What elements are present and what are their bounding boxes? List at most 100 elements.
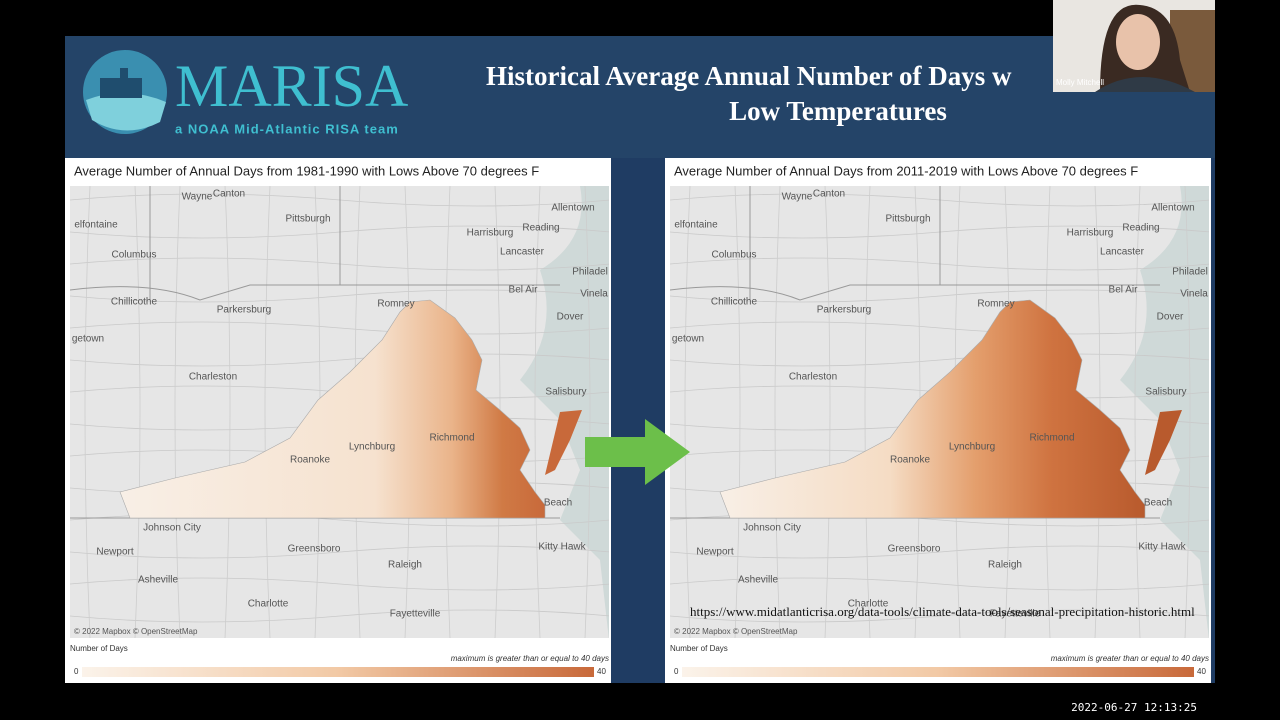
city-label: Asheville [738,575,778,586]
map: Wayne Canton Pittsburgh Allentown Reading Har… [70,186,609,638]
virginia [119,299,546,519]
city-label: Lancaster [500,247,545,258]
legend-note: maximum is greater than or equal to 40 d… [1051,654,1209,663]
legend-bar [82,667,594,677]
legend-title: Number of Days [70,644,128,653]
city-label: Reading [522,223,559,234]
eastern-shore [1145,410,1182,475]
city-label: Allentown [1151,203,1194,214]
county-lines [84,186,91,638]
city-label: Bel Air [1109,285,1139,296]
city-label: Philadel [1172,267,1208,278]
county-lines [1184,186,1191,638]
map: Wayne Canton Pittsburgh Allentown Reading Har… [670,186,1209,638]
county-lines [70,577,609,591]
person-face [1116,14,1160,70]
slide-title: Low Temperatures [729,96,947,126]
county-lines [70,545,609,559]
city-label: Charlotte [848,599,889,610]
map-panel: Average Number of Annual Days from 1981-… [65,158,611,683]
legend-min: 0 [674,667,679,676]
city-label: Canton [813,189,845,200]
city-label: Charleston [189,372,237,383]
county-lines [670,609,1209,623]
legend-bar [682,667,1194,677]
county-lines [70,353,609,367]
city-label: Salisbury [1145,387,1186,398]
logo: MARISA a NOAA Mid-Atlantic RISA team [83,50,408,136]
city-label: Johnson City [143,523,201,534]
county-lines [670,289,1209,303]
county-lines [670,321,1209,335]
city-label: Fayetteville [990,609,1041,620]
city-label: Vinela [1180,289,1208,300]
city-label: Harrisburg [467,228,514,239]
legend-min: 0 [74,667,79,676]
city-label: Chillicothe [711,297,758,308]
county-lines [264,186,271,638]
city-label: Richmond [429,433,474,444]
city-label: Columbus [111,250,156,261]
legend-max: 40 [1197,667,1206,676]
county-lines [224,186,231,638]
city-label: Raleigh [388,560,422,571]
timestamp: 2022-06-27 12:13:25 [1071,701,1197,714]
county-lines [734,186,741,638]
county-lines [670,577,1209,591]
legend-title: Number of Days [670,644,728,653]
city-label: Harrisburg [1067,228,1114,239]
logo-tagline: a NOAA Mid-Atlantic RISA team [175,121,399,136]
slide-title: Historical Average Annual Number of Days… [486,61,1012,91]
city-label: Charleston [789,372,837,383]
logo-shape [100,68,142,98]
state-border [670,186,1160,519]
city-label: Salisbury [545,387,586,398]
person-body [1095,77,1195,92]
city-label: getown [672,334,704,345]
city-label: Dover [1157,312,1184,323]
city-label: Newport [696,547,733,558]
city-label: Lancaster [1100,247,1145,258]
webcam: Molly Mitchell [1053,0,1215,92]
legend-note: maximum is greater than or equal to 40 d… [451,654,609,663]
map-panel: Average Number of Annual Days from 2011-… [665,158,1211,683]
logo-name: MARISA [175,53,408,119]
state-border [70,186,560,519]
county-lines [824,186,831,638]
county-lines [70,321,609,335]
attribution: © 2022 Mapbox © OpenStreetMap [674,627,798,636]
county-lines [684,186,691,638]
logo-water [86,92,166,131]
city-label: Chillicothe [111,297,158,308]
city-label: Charlotte [248,599,289,610]
city-label: Wayne [782,192,813,203]
county-lines [864,186,871,638]
virginia [719,299,1146,519]
county-lines [134,186,141,638]
county-lines [584,186,591,638]
eastern-shore [545,410,582,475]
city-label: getown [72,334,104,345]
city-label: Canton [213,189,245,200]
city-label: Beach [544,498,572,509]
legend-max: 40 [597,667,606,676]
county-lines [774,186,781,638]
county-lines [70,609,609,623]
attribution: © 2022 Mapbox © OpenStreetMap [74,627,198,636]
webcam-name: Molly Mitchell [1056,78,1104,87]
city-label: Lynchburg [949,442,995,453]
city-label: Reading [1122,223,1159,234]
city-label: Lynchburg [349,442,395,453]
map-title: Average Number of Annual Days from 1981-… [74,163,539,178]
city-label: Romney [977,299,1014,310]
city-label: Philadel [572,267,608,278]
city-label: elfontaine [674,220,718,231]
city-label: Kitty Hawk [538,542,586,553]
url: https://www.midatlanticrisa.org/data-too… [690,604,1195,619]
city-label: Raleigh [988,560,1022,571]
city-label: Beach [1144,498,1172,509]
city-label: Allentown [551,203,594,214]
county-lines [670,353,1209,367]
city-label: Bel Air [509,285,539,296]
